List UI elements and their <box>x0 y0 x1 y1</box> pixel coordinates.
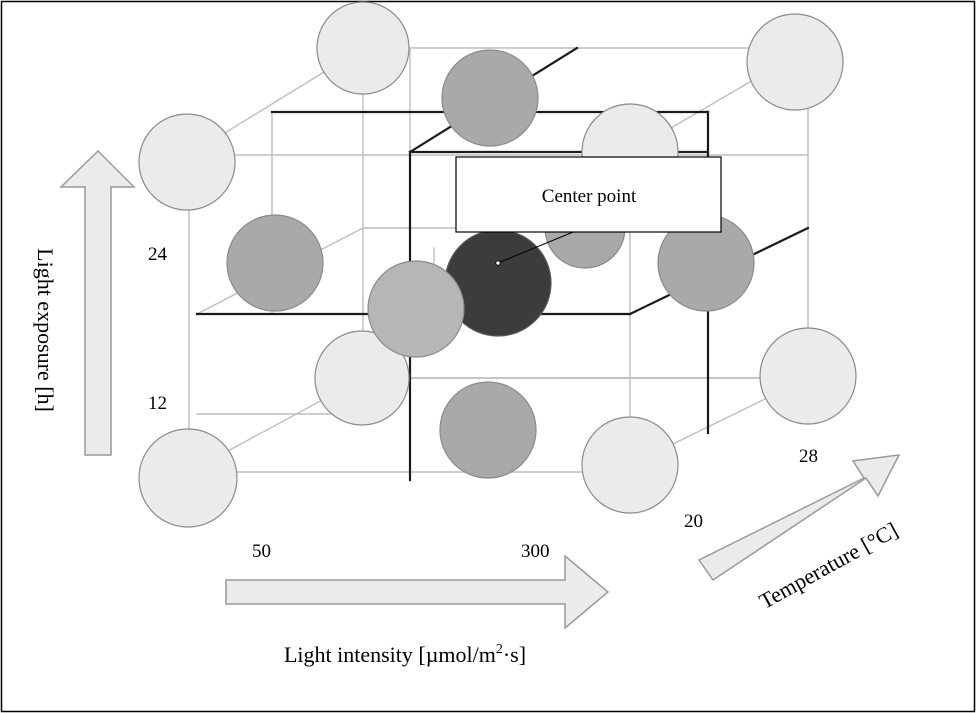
light-intensity-axis-title: Light intensity [µmol/m2·s] <box>284 642 526 667</box>
factorial-point <box>746 13 844 111</box>
arrows <box>59 149 901 630</box>
factorial-point <box>138 113 236 211</box>
light-intensity-arrow <box>225 554 610 630</box>
center-point-callout: Center point <box>455 156 722 266</box>
light-exposure-level-low: 12 <box>148 393 167 414</box>
axial-point <box>226 214 324 312</box>
factorial-point <box>314 330 410 426</box>
callout-label: Center point <box>542 186 637 207</box>
temperature-arrow <box>697 454 901 582</box>
light-exposure-axis-title: Light exposure [h] <box>33 248 58 412</box>
factorial-point <box>316 1 410 95</box>
axial-point <box>439 381 537 479</box>
light-intensity-level-high: 300 <box>521 541 550 562</box>
light-intensity-level-low: 50 <box>252 541 271 562</box>
light-exposure-level-high: 24 <box>148 244 168 265</box>
light-exposure-arrow <box>59 149 136 456</box>
axial-point <box>441 49 539 147</box>
factorial-point <box>138 428 238 528</box>
factorial-point <box>759 327 857 425</box>
temperature-level-high: 28 <box>799 446 818 467</box>
axis-level-labels: 24 12 50 300 20 28 <box>148 244 818 562</box>
temperature-level-low: 20 <box>684 511 703 532</box>
factorial-point <box>581 416 679 514</box>
axial-point-front <box>367 260 465 358</box>
design-points <box>138 1 857 528</box>
